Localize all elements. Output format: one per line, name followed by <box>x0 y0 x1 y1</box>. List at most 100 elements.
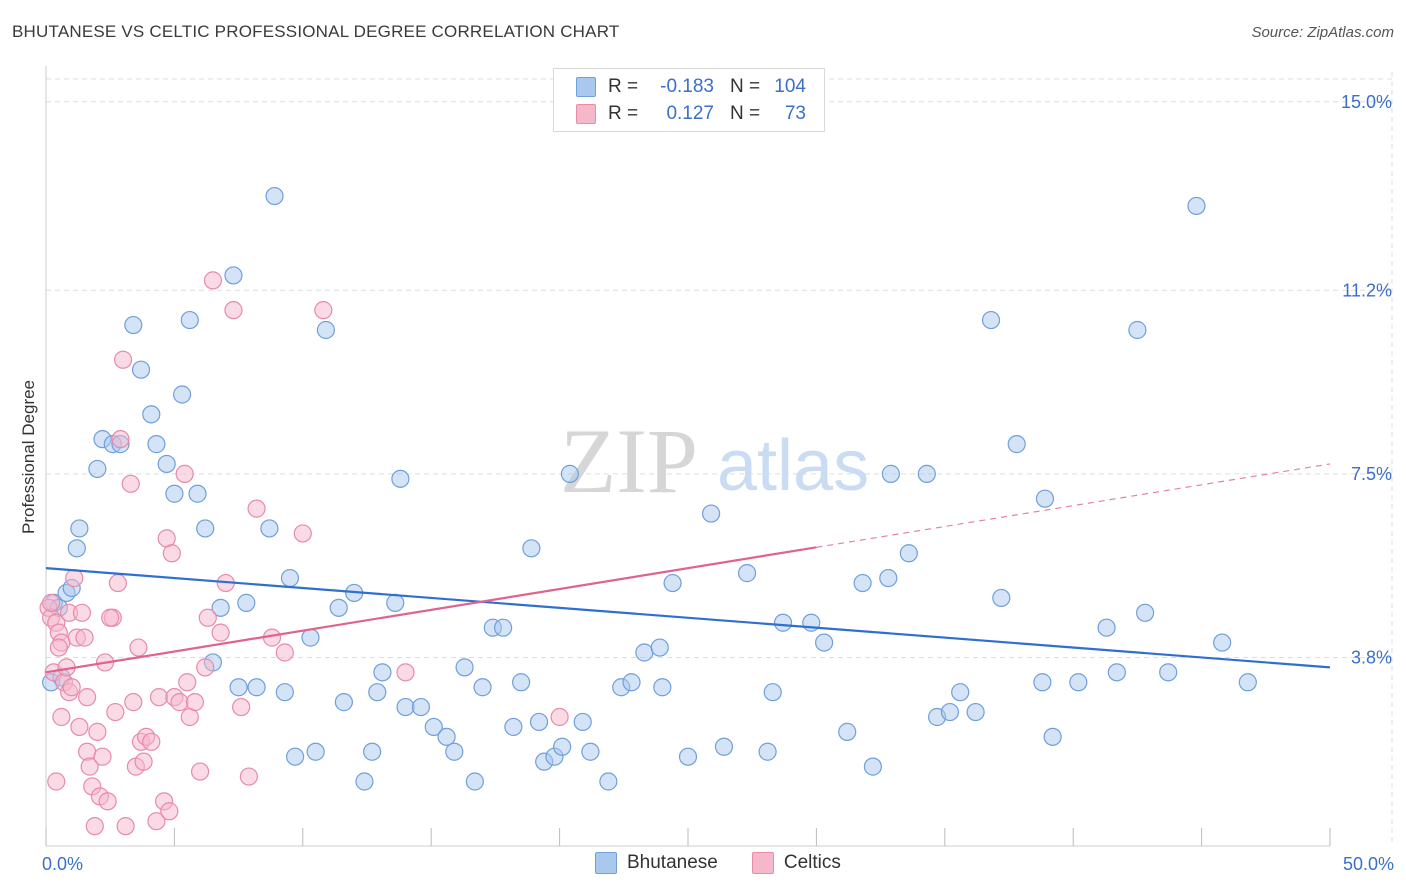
data-point <box>437 727 456 746</box>
data-point <box>599 772 618 791</box>
data-point <box>635 643 654 662</box>
data-point <box>70 717 89 737</box>
stats-legend: R = -0.183 N = 104 R = 0.127 N = 73 <box>553 68 825 132</box>
data-point <box>863 757 882 776</box>
data-point <box>85 817 104 836</box>
data-point <box>411 697 431 717</box>
data-point <box>373 663 392 682</box>
y-tick-label: 15.0% <box>1341 92 1392 112</box>
data-point <box>88 722 107 741</box>
data-point <box>368 683 387 702</box>
chart-title: BHUTANESE VS CELTIC PROFESSIONAL DEGREE … <box>12 22 620 41</box>
data-point <box>188 484 207 503</box>
data-point <box>134 752 153 771</box>
data-point <box>72 603 92 622</box>
data-point <box>142 732 161 751</box>
data-point <box>77 688 97 707</box>
data-point <box>239 767 258 786</box>
data-point <box>899 544 918 563</box>
y-tick-label: 3.8% <box>1351 647 1392 667</box>
data-point <box>265 186 284 206</box>
data-point <box>88 459 107 479</box>
data-point <box>316 320 336 340</box>
data-point <box>65 568 84 588</box>
data-point <box>275 643 294 662</box>
data-point <box>75 628 94 647</box>
data-point <box>529 712 549 732</box>
data-point <box>80 757 99 776</box>
data-point <box>280 568 300 588</box>
data-point <box>52 707 71 727</box>
data-point <box>966 702 985 722</box>
data-point <box>170 693 189 712</box>
data-point <box>763 683 782 702</box>
data-point <box>511 673 531 692</box>
data-point <box>391 469 410 488</box>
series-name-celtics: Celtics <box>783 852 841 873</box>
data-point <box>560 464 579 483</box>
data-point <box>247 499 266 518</box>
data-point <box>1128 320 1147 340</box>
data-point <box>113 350 133 369</box>
data-point <box>147 812 166 831</box>
data-point <box>157 454 176 474</box>
data-point <box>314 301 333 320</box>
trend-line-bhutanese <box>45 567 1331 669</box>
y-tick-label: 11.2% <box>1342 280 1392 300</box>
watermark-atlas: atlas <box>717 426 869 506</box>
data-point <box>101 608 120 627</box>
data-point <box>473 678 492 697</box>
series-swatch-bhutanese <box>595 852 617 874</box>
data-point <box>275 683 294 702</box>
legend-n-label: N = <box>730 103 761 124</box>
data-point <box>424 717 443 737</box>
data-point <box>329 598 348 617</box>
data-point <box>62 678 81 697</box>
series-bhutanese <box>42 186 1257 791</box>
data-point <box>70 519 89 538</box>
data-point <box>334 693 353 712</box>
data-point <box>247 678 266 697</box>
data-point <box>1033 673 1052 692</box>
legend-swatch-bhutanese <box>576 77 596 97</box>
data-point <box>42 593 61 612</box>
data-point <box>203 271 223 290</box>
data-point <box>1238 673 1257 692</box>
data-point <box>124 693 143 712</box>
data-point <box>853 573 872 593</box>
data-point <box>190 762 210 781</box>
data-point <box>198 608 217 627</box>
axes <box>45 66 1331 847</box>
data-point <box>147 435 166 454</box>
data-point <box>1007 435 1026 454</box>
data-point <box>737 564 757 583</box>
data-point <box>714 737 734 756</box>
data-point <box>178 673 197 692</box>
y-tick-label: 7.5% <box>1351 464 1392 484</box>
data-point <box>881 464 900 483</box>
data-point <box>98 792 117 811</box>
data-point <box>1213 633 1232 652</box>
data-point <box>93 747 112 766</box>
data-point <box>951 683 970 702</box>
x-tick-label: 0.0% <box>42 854 83 874</box>
trend-line-celtics <box>45 546 817 674</box>
data-point <box>940 702 960 722</box>
data-point <box>1187 196 1206 216</box>
data-points <box>39 186 1257 836</box>
data-point <box>232 697 251 717</box>
data-point <box>162 544 181 563</box>
series-celtics <box>39 271 569 836</box>
data-point <box>838 722 857 741</box>
tick-labels: 3.8% 7.5% 11.2% 15.0% 0.0% 50.0% <box>42 92 1394 874</box>
data-point <box>455 658 474 677</box>
data-point <box>211 623 230 642</box>
series-legend-celtics[interactable]: Celtics <box>751 852 841 874</box>
series-legend-bhutanese[interactable]: Bhutanese <box>595 852 718 874</box>
data-point <box>522 539 541 558</box>
legend-row-celtics: R = 0.127 N = 73 <box>576 102 806 126</box>
data-point <box>355 772 374 791</box>
source-label: Source: ZipAtlas.com <box>1251 24 1394 41</box>
data-point <box>108 573 128 593</box>
trend-line-extension-celtics <box>816 463 1331 548</box>
